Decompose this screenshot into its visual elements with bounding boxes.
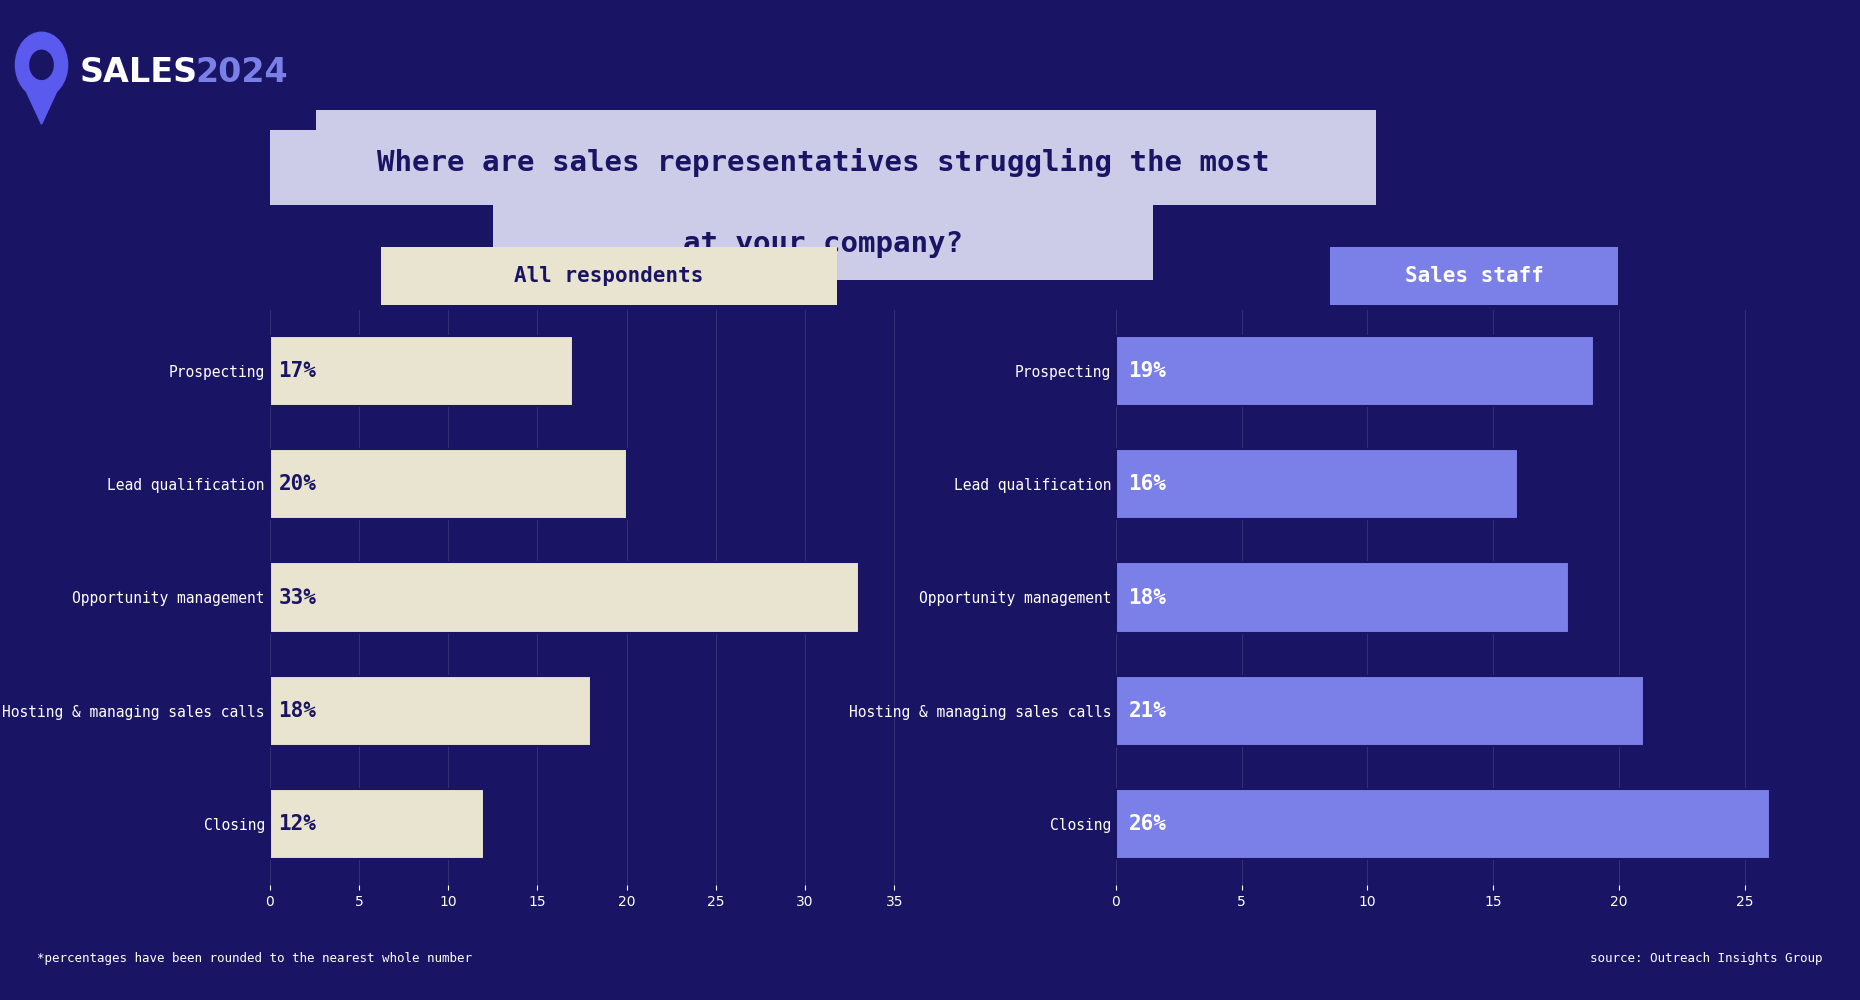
Text: All respondents: All respondents: [515, 266, 703, 286]
Bar: [270, 336, 573, 406]
Text: *percentages have been rounded to the nearest whole number: *percentages have been rounded to the ne…: [37, 952, 472, 965]
Bar: [1116, 789, 1769, 859]
Text: 12%: 12%: [279, 814, 316, 834]
Text: 18%: 18%: [1129, 587, 1166, 607]
Text: 17%: 17%: [279, 361, 316, 381]
Text: source: Outreach Insights Group: source: Outreach Insights Group: [1590, 952, 1823, 965]
Polygon shape: [24, 88, 58, 124]
Bar: [1116, 676, 1644, 746]
Text: 16%: 16%: [1129, 474, 1166, 494]
Text: 26%: 26%: [1129, 814, 1166, 834]
Text: 2024: 2024: [195, 56, 288, 89]
Text: 19%: 19%: [1129, 361, 1166, 381]
Bar: [1116, 449, 1518, 519]
Bar: [270, 789, 484, 859]
Bar: [270, 562, 859, 633]
Bar: [270, 676, 591, 746]
Text: 21%: 21%: [1129, 701, 1166, 721]
Text: 33%: 33%: [279, 587, 316, 607]
Text: Sales staff: Sales staff: [1404, 266, 1544, 286]
Bar: [1116, 336, 1594, 406]
Bar: [270, 449, 627, 519]
Circle shape: [30, 50, 54, 79]
Circle shape: [15, 32, 67, 97]
Text: 18%: 18%: [279, 701, 316, 721]
Bar: [1116, 562, 1568, 633]
Text: SALES: SALES: [80, 56, 197, 89]
Text: Where are sales representatives struggling the most: Where are sales representatives struggli…: [378, 148, 1269, 177]
Text: 20%: 20%: [279, 474, 316, 494]
Text: at your company?: at your company?: [683, 230, 963, 258]
